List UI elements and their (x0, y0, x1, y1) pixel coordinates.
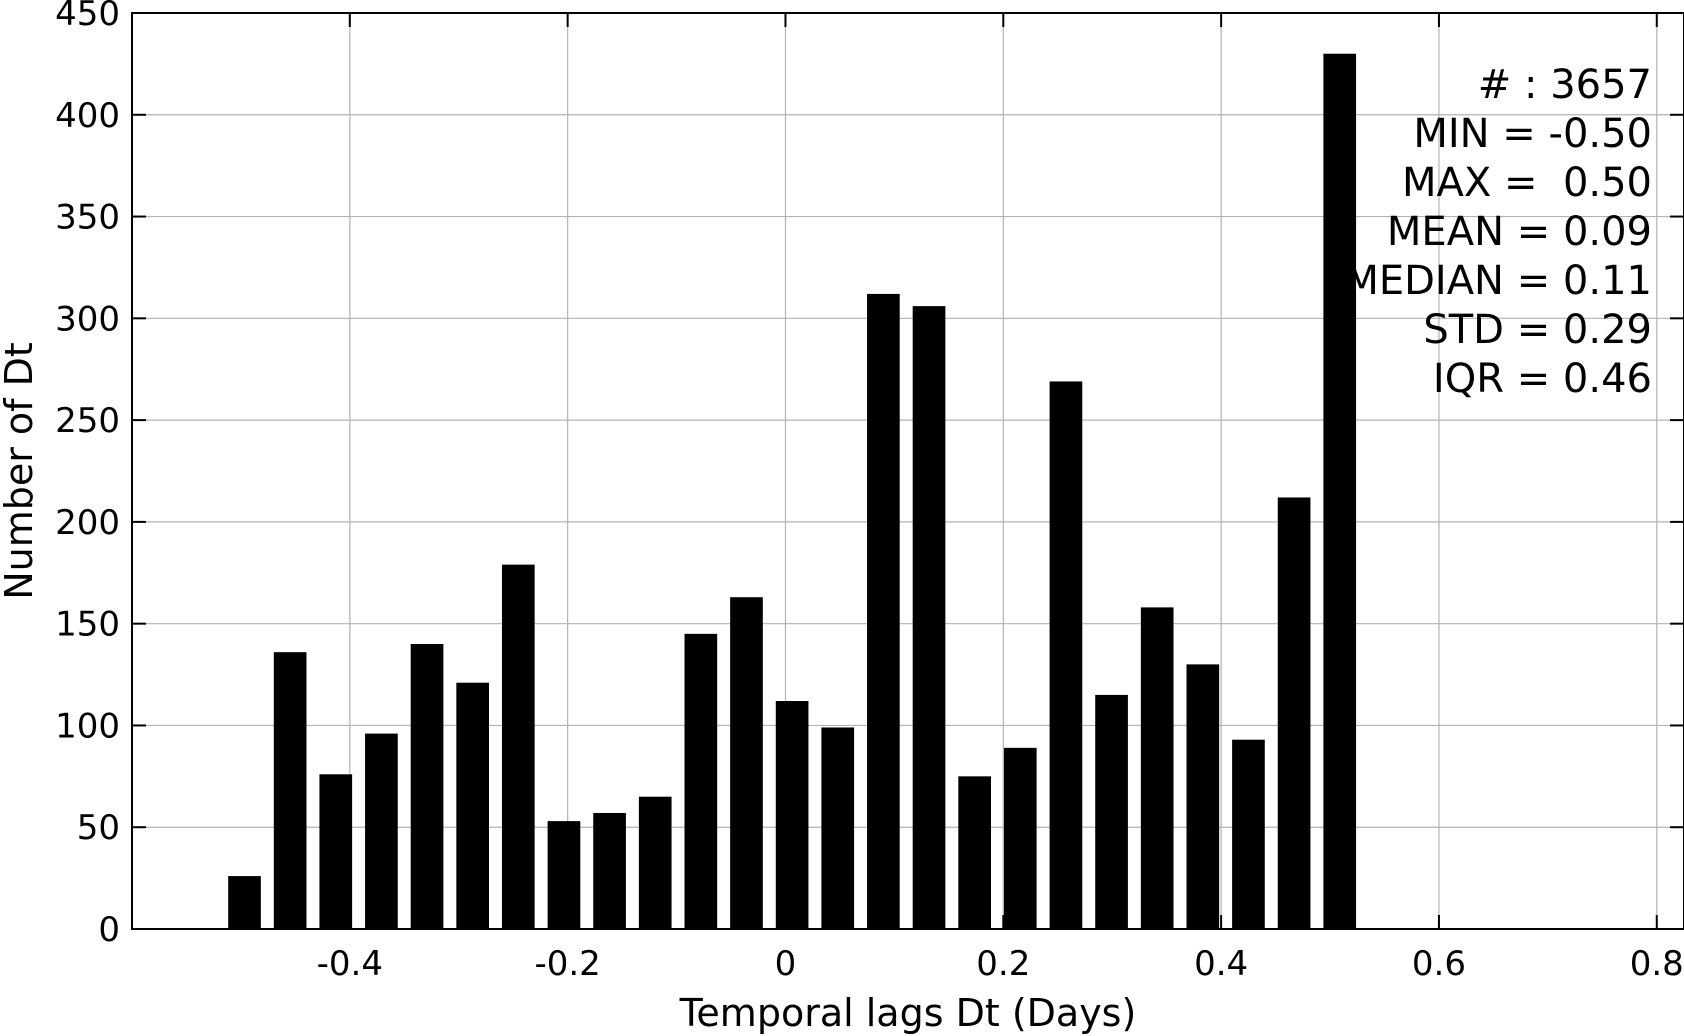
x-tick-label: -0.4 (317, 944, 383, 984)
grid-lines (132, 13, 1684, 929)
x-tick-labels: -0.4 -0.2 0 0.2 0.4 0.6 0.8 (317, 944, 1684, 984)
histogram-bar (821, 727, 855, 929)
x-tick-label: 0.8 (1630, 944, 1684, 984)
histogram-bar (456, 682, 490, 929)
y-tick-label: 150 (55, 605, 120, 645)
x-tick-label: 0.6 (1412, 944, 1466, 984)
y-tick-label: 200 (55, 503, 120, 543)
histogram-bar (1186, 664, 1220, 929)
bars (228, 53, 1357, 929)
plot-frame (131, 12, 1684, 930)
y-tick-label: 400 (55, 96, 120, 136)
stat-line: MIN = -0.50 (1413, 111, 1652, 157)
histogram-bar (684, 633, 718, 929)
stat-line: STD = 0.29 (1423, 307, 1652, 353)
histogram-bar (775, 701, 809, 929)
histogram-bar (228, 876, 261, 929)
y-tick-label: 0 (98, 910, 120, 950)
y-tick-label: 300 (55, 299, 120, 339)
histogram-bar (501, 564, 535, 929)
histogram-bar (319, 774, 353, 929)
histogram-bar (547, 821, 581, 929)
histogram-bar (912, 306, 946, 929)
histogram-bar (365, 733, 398, 929)
x-tick-label: 0.2 (976, 944, 1030, 984)
stat-line: MEDIAN = 0.11 (1344, 258, 1652, 304)
histogram-bar (1003, 747, 1037, 929)
histogram-bar (1140, 607, 1174, 929)
histogram-bar (410, 644, 444, 929)
y-tick-label: 100 (55, 706, 120, 746)
histogram-bar (1323, 53, 1357, 929)
x-axis-label: Temporal lags Dt (Days) (679, 991, 1137, 1035)
stat-line: IQR = 0.46 (1433, 356, 1652, 402)
histogram-bar (638, 796, 672, 929)
y-tick-label: 250 (55, 401, 120, 441)
histogram-bar (1095, 694, 1128, 929)
y-tick-label: 450 (55, 0, 120, 34)
histogram-bar (1277, 497, 1311, 929)
y-tick-labels: 0 50 100 150 200 250 300 350 400 450 (55, 0, 120, 950)
histogram-bar (273, 652, 307, 929)
stat-line: MEAN = 0.09 (1387, 209, 1652, 255)
histogram-bar (1049, 381, 1083, 929)
stat-line: MAX = 0.50 (1402, 160, 1652, 206)
y-tick-label: 350 (55, 198, 120, 238)
y-tick-label: 50 (77, 808, 120, 848)
x-tick-label: 0.4 (1194, 944, 1248, 984)
x-tick-label: -0.2 (534, 944, 600, 984)
histogram-bar (730, 597, 763, 929)
x-tick-label: 0 (775, 944, 797, 984)
histogram-bar (867, 293, 900, 929)
histogram-bar (1232, 739, 1265, 929)
histogram-bar (958, 776, 991, 929)
histogram-bar (593, 812, 626, 929)
y-axis-label: Number of Dt (0, 342, 41, 600)
stat-line: # : 3657 (1478, 62, 1652, 108)
axis-ticks (132, 12, 1684, 930)
